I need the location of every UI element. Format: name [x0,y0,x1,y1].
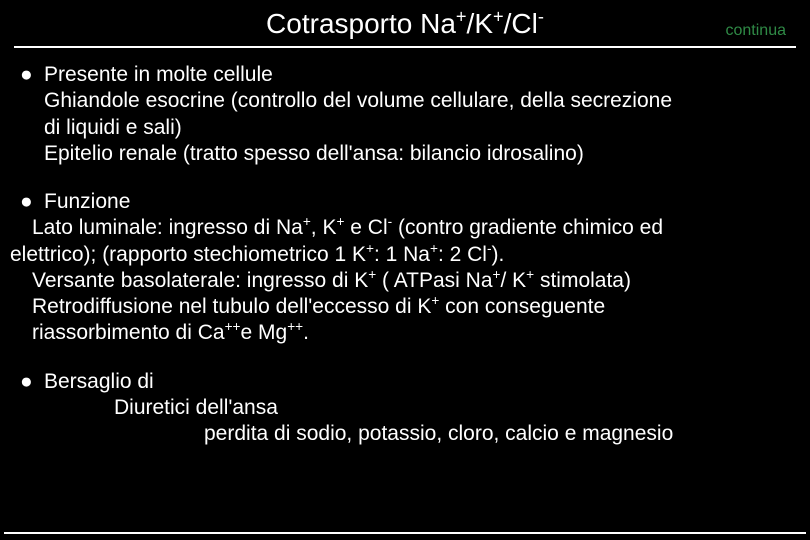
slide: Cotrasporto Na+/K+/Cl- continua ● Presen… [0,0,810,540]
bullet-3-line-1: Bersaglio di [44,369,800,395]
bullet-2: ● Funzione Lato luminale: ingresso di Na… [10,189,800,347]
continua-label: continua [726,22,787,40]
bullet-3-line-3: perdita di sodio, potassio, cloro, calci… [44,421,800,447]
slide-title: Cotrasporto Na+/K+/Cl- [10,8,800,40]
bullet-1-line-1: Presente in molte cellule [44,62,800,88]
bullet-1: ● Presente in molte cellule Ghiandole es… [10,62,800,167]
bullet-dot-icon: ● [20,189,33,215]
bullet-3-line-2: Diuretici dell'ansa [44,395,800,421]
bullet-2-line-6: riassorbimento di Ca++e Mg++. [10,320,800,346]
bullet-2-line-2: Lato luminale: ingresso di Na+, K+ e Cl-… [10,215,800,241]
bullet-2-line-5: Retrodiffusione nel tubulo dell'eccesso … [10,294,800,320]
title-row: Cotrasporto Na+/K+/Cl- continua [10,8,800,40]
bullet-2-line-1: Funzione [44,190,130,213]
bullet-dot-icon: ● [20,369,33,395]
footer-line [4,532,806,534]
bullet-dot-icon: ● [20,62,33,88]
bullet-1-line-2: Ghiandole esocrine (controllo del volume… [44,88,800,114]
bullet-3: ● Bersaglio di Diuretici dell'ansa perdi… [10,369,800,448]
bullet-1-line-4: Epitelio renale (tratto spesso dell'ansa… [44,141,800,167]
title-underline [14,46,796,48]
bullet-2-line-3: elettrico); (rapporto stechiometrico 1 K… [10,242,800,268]
bullet-2-line-4: Versante basolaterale: ingresso di K+ ( … [10,268,800,294]
bullet-1-line-3: di liquidi e sali) [44,115,800,141]
